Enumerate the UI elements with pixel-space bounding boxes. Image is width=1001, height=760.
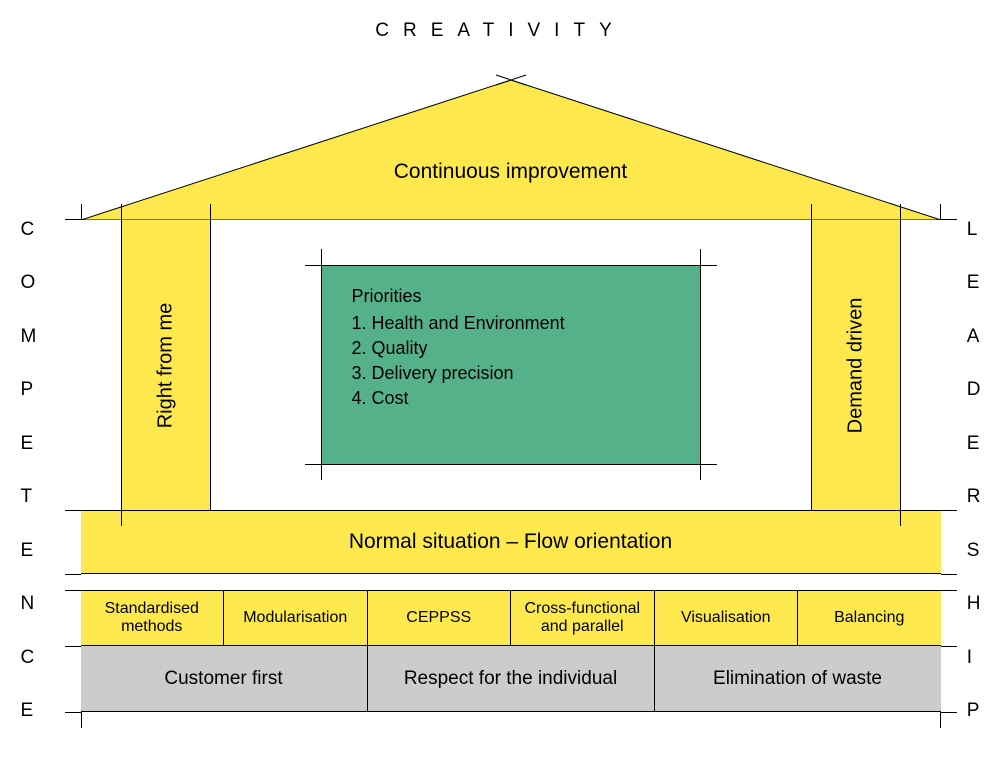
priority-item: 2. Quality: [352, 338, 670, 359]
tick: [65, 574, 81, 575]
tick: [941, 712, 957, 713]
tick: [321, 464, 322, 480]
tick: [701, 265, 717, 266]
tick: [210, 204, 211, 220]
tick: [941, 219, 957, 220]
method-cell: Standardised methods: [81, 591, 225, 645]
tick: [941, 590, 957, 591]
tick: [65, 712, 81, 713]
method-cell: CEPPSS: [368, 591, 512, 645]
tick: [811, 204, 812, 220]
left-pillar: Right from me: [121, 220, 211, 510]
tick: [941, 510, 957, 511]
foundation-cell: Respect for the individual: [368, 646, 655, 711]
tick: [700, 249, 701, 265]
tick: [305, 464, 321, 465]
tick: [900, 204, 901, 220]
top-label: CREATIVITY: [21, 20, 981, 42]
method-cell: Balancing: [798, 591, 941, 645]
tick: [81, 204, 82, 220]
method-cell: Cross-functional and parallel: [511, 591, 655, 645]
tick: [65, 510, 81, 511]
normal-band-text: Normal situation – Flow orientation: [349, 530, 672, 554]
tick: [321, 249, 322, 265]
right-side-label: LEADERSHIP: [967, 220, 981, 720]
tick: [81, 712, 82, 728]
foundation-row: Customer first Respect for the individua…: [81, 646, 941, 712]
priorities-box: Priorities 1. Health and Environment 2. …: [321, 265, 701, 465]
tick: [700, 464, 701, 480]
tick: [941, 646, 957, 647]
tick: [65, 590, 81, 591]
tick: [305, 265, 321, 266]
tick: [65, 646, 81, 647]
left-pillar-text: Right from me: [154, 302, 177, 428]
foundation-cell: Customer first: [81, 646, 368, 711]
priorities-title: Priorities: [352, 286, 670, 307]
left-side-label: COMPETENCE: [21, 220, 37, 720]
right-pillar: Demand driven: [811, 220, 901, 510]
priority-item: 3. Delivery precision: [352, 363, 670, 384]
tick: [121, 510, 122, 526]
tick: [65, 219, 81, 220]
tick: [900, 510, 901, 526]
tick: [940, 712, 941, 728]
tick: [941, 574, 957, 575]
foundation-cell: Elimination of waste: [655, 646, 941, 711]
priority-item: 4. Cost: [352, 388, 670, 409]
method-cell: Modularisation: [224, 591, 368, 645]
tick: [701, 464, 717, 465]
house-diagram: Continuous improvement Right from me Dem…: [81, 50, 941, 740]
tick: [940, 204, 941, 220]
normal-band: Normal situation – Flow orientation: [81, 510, 941, 574]
roof-text: Continuous improvement: [81, 160, 941, 184]
roof-shape: [81, 50, 941, 220]
right-pillar-text: Demand driven: [844, 297, 867, 433]
priority-item: 1. Health and Environment: [352, 313, 670, 334]
tick: [121, 204, 122, 220]
method-cell: Visualisation: [655, 591, 799, 645]
methods-row: Standardised methods Modularisation CEPP…: [81, 590, 941, 646]
